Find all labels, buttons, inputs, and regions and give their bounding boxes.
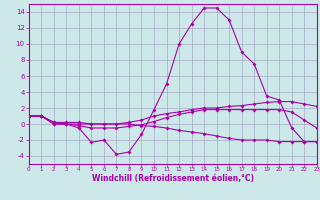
X-axis label: Windchill (Refroidissement éolien,°C): Windchill (Refroidissement éolien,°C) xyxy=(92,174,254,183)
